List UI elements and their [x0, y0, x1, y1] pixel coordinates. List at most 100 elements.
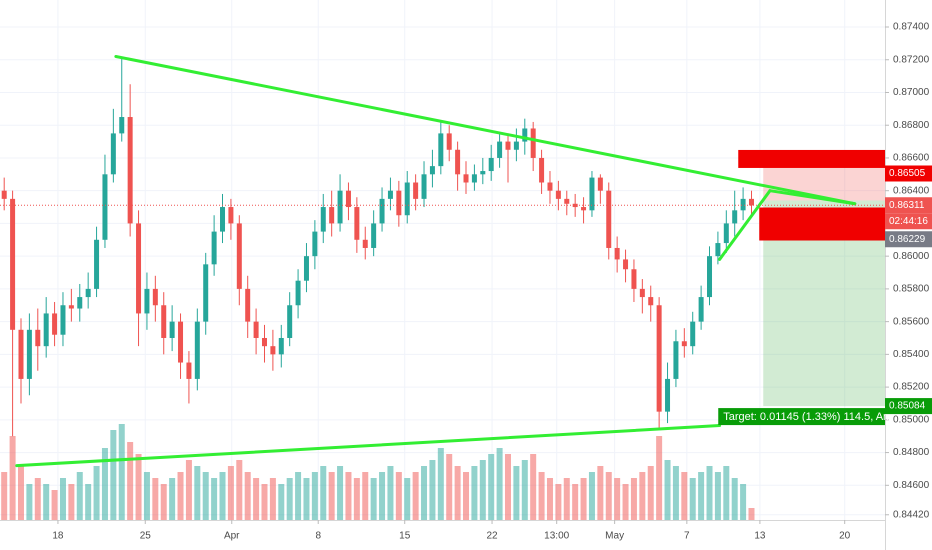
candle-body [261, 337, 267, 347]
candle-body [136, 223, 142, 314]
volume-bar [714, 472, 721, 520]
candle-body [421, 174, 427, 199]
entry-handle [759, 207, 885, 241]
price-label-box [885, 231, 932, 248]
price-label: 0.86229 [889, 234, 926, 245]
volume-bar [194, 466, 201, 520]
candle-body [631, 269, 637, 289]
volume-bar [580, 478, 587, 520]
candle-body [203, 264, 209, 322]
price-label-box [885, 197, 932, 214]
candle-body [253, 321, 259, 338]
volume-bar [597, 466, 604, 520]
candle-body [690, 321, 696, 347]
volume-bar [152, 478, 159, 520]
y-tick-label: 0.86000 [893, 251, 930, 262]
volume-bar [17, 466, 24, 520]
y-tick-label: 0.87000 [893, 87, 930, 98]
volume-bar [412, 472, 419, 520]
candle-body [723, 223, 729, 244]
candle-body [35, 329, 41, 347]
volume-bar [555, 484, 562, 520]
candle-body [581, 207, 587, 211]
volume-bar [101, 448, 108, 520]
candle-body [52, 313, 58, 335]
candle-body [438, 133, 444, 167]
volume-bar [236, 460, 243, 520]
candle-body [26, 329, 32, 379]
candle-body [623, 259, 629, 270]
candle-body [270, 346, 276, 355]
volume-bar [253, 478, 260, 520]
volume-bar [1, 472, 8, 520]
candle-body [85, 288, 91, 298]
volume-bar [404, 478, 411, 520]
volume-bar [731, 478, 738, 520]
x-tick-label: May [605, 531, 624, 542]
candle-body [589, 177, 595, 211]
volume-bar [748, 508, 755, 520]
volume-bar [504, 454, 511, 520]
countdown-label: 02:44:16 [889, 216, 928, 227]
volume-bar [211, 478, 218, 520]
candle-body [312, 231, 318, 257]
volume-bar [681, 472, 688, 520]
candle-body [488, 157, 494, 172]
x-tick-label: 13:00 [544, 531, 569, 542]
candle-body [194, 321, 200, 379]
volume-bar [513, 466, 520, 520]
candle-body [387, 190, 393, 199]
candle-body [278, 337, 284, 355]
candle-body [648, 297, 654, 306]
volume-bar [622, 484, 629, 520]
candle-body [555, 190, 561, 199]
volume-bar [588, 472, 595, 520]
x-tick-label: 7 [684, 531, 690, 542]
volume-bar [421, 466, 428, 520]
candle-body [639, 288, 645, 298]
volume-bar [387, 466, 394, 520]
candle-body [110, 133, 116, 175]
volume-bar [244, 472, 251, 520]
volume-bar [546, 478, 553, 520]
candle-body [396, 190, 402, 216]
candle-body [77, 297, 83, 309]
volume-bar [76, 472, 83, 520]
candle-body [715, 243, 721, 257]
volume-bar [395, 472, 402, 520]
y-tick-label: 0.86400 [893, 185, 930, 196]
x-tick-label: 25 [140, 531, 152, 542]
candle-body [295, 280, 301, 306]
volume-bar [530, 454, 537, 520]
candle-body [60, 305, 66, 335]
candle-body [748, 198, 754, 206]
volume-bar [93, 466, 100, 520]
candle-body [102, 174, 108, 240]
volume-bar [219, 472, 226, 520]
volume-bar [647, 466, 654, 520]
candle-body [446, 133, 452, 150]
candle-body [220, 207, 226, 232]
volume-bar [496, 448, 503, 520]
candle-body [463, 174, 469, 183]
volume-bar [479, 460, 486, 520]
candle-body [161, 305, 167, 338]
candle-body [732, 210, 738, 224]
volume-bar [362, 472, 369, 520]
candle-body [152, 288, 158, 306]
candle-body [245, 288, 251, 322]
candle-body [94, 239, 100, 289]
y-tick-label: 0.86600 [893, 153, 930, 164]
volume-bar [278, 484, 285, 520]
candle-body [673, 341, 679, 379]
candle-body [547, 182, 553, 191]
y-tick-label: 0.85200 [893, 382, 930, 393]
candle-body [505, 141, 511, 150]
candle-body [228, 207, 234, 224]
candle-body [698, 297, 704, 322]
volume-bar [127, 442, 134, 520]
volume-bar [286, 478, 293, 520]
candle-body [572, 203, 578, 208]
target-label: Target: 0.01145 (1.33%) 114.5, Am [723, 411, 892, 423]
volume-bar [34, 478, 41, 520]
